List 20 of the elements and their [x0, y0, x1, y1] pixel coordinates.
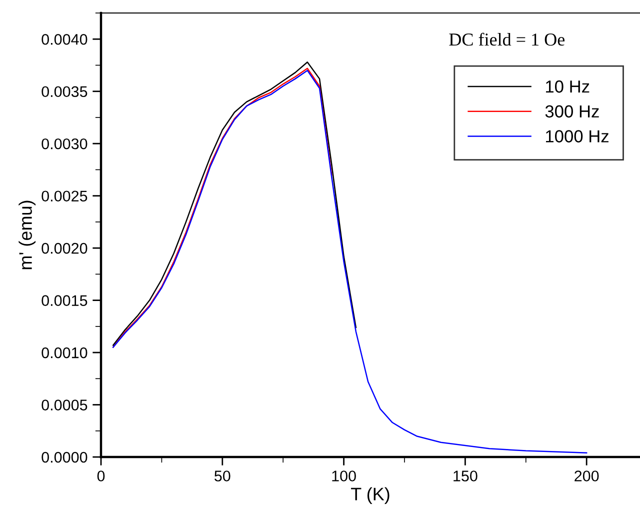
y-tick-label: 0.0035 [42, 86, 88, 98]
y-tick-label: 0.0030 [42, 138, 88, 150]
y-tick-label: 0.0025 [42, 190, 88, 202]
x-tick-label: 0 [97, 470, 105, 482]
legend-label: 1000 Hz [546, 130, 608, 142]
x-tick-label: 50 [214, 470, 230, 482]
y-tick-label: 0.0005 [42, 400, 88, 410]
legend-label: 300 Hz [545, 105, 599, 118]
x-tick-label: 200 [574, 470, 599, 482]
y-tick-label: 0.0040 [42, 34, 88, 45]
legend-label: 10 Hz [546, 80, 590, 93]
y-tick-label: 0.0000 [42, 452, 88, 463]
y-tick-label: 0.0020 [42, 242, 88, 254]
x-tick-label: 150 [454, 470, 478, 482]
x-axis-title: T (K) [351, 487, 390, 504]
y-tick-label: 0.0015 [42, 295, 88, 306]
y-tick-label: 0.0010 [42, 347, 88, 358]
y-axis-title: m' (emu) [18, 200, 36, 270]
annotation: DC field = 1 Oe [449, 32, 565, 46]
x-tick-label: 100 [332, 470, 356, 482]
